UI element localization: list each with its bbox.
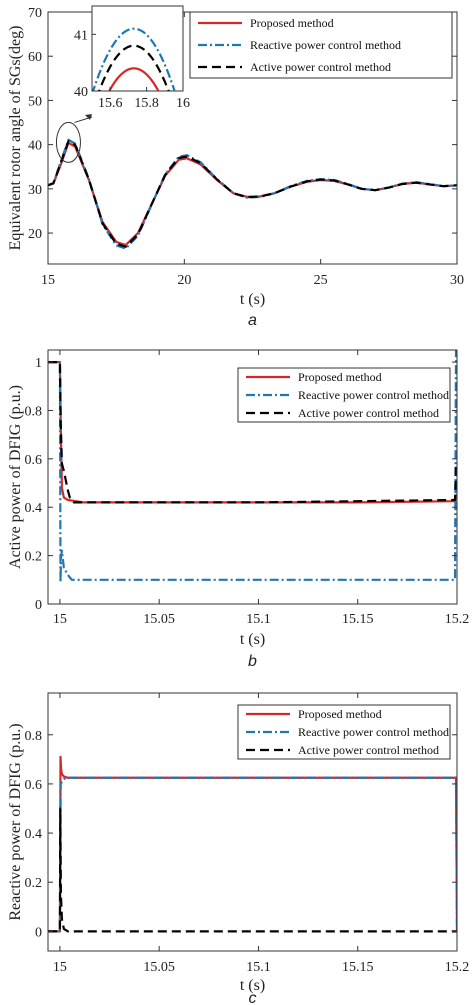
y-tick-label: 0.4 — [25, 501, 43, 516]
y-axis-label: Equivalent rotor angle of SGs(deg) — [7, 26, 24, 251]
series-line-active-power-control-method — [48, 807, 457, 933]
x-tick-label: 15.2 — [445, 612, 470, 627]
chart-panel-c: 15 15.05 15.1 15.15 15.2 0 0.2 0.4 0.6 0.8 t (s) Re… — [7, 692, 470, 1005]
legend-entry: Proposed method — [250, 16, 334, 30]
y-tick-label: 0.8 — [25, 404, 43, 419]
inset-x-tick-label: 15.6 — [98, 96, 123, 111]
x-axis-label: t (s) — [240, 631, 265, 648]
figure-caption: b — [248, 653, 257, 670]
legend-entry: Proposed method — [298, 707, 382, 721]
inset-series-line — [92, 27, 176, 91]
inset-frame — [91, 5, 184, 92]
legend-entry: Reactive power control method — [250, 38, 401, 52]
y-tick-label: 40 — [28, 139, 42, 154]
x-axis-label: t (s) — [240, 977, 265, 994]
x-tick-label: 25 — [314, 273, 328, 288]
series-line-proposed-method — [48, 755, 457, 933]
chart-panel-b: 15 15.05 15.1 15.15 15.2 0 0.2 0.4 0.6 0.8 1 t (s) A… — [7, 349, 470, 670]
x-tick-label: 15.1 — [246, 960, 271, 975]
inset-y-tick-label: 40 — [74, 85, 88, 100]
legend: Proposed method Reactive power control me… — [237, 704, 451, 760]
series-group — [48, 350, 457, 584]
inset-series-line — [97, 44, 170, 91]
y-tick-label: 20 — [28, 227, 42, 242]
y-tick-label: 0.8 — [25, 729, 43, 744]
x-tick-label: 15 — [41, 273, 55, 288]
y-tick-label: 0.2 — [25, 550, 43, 565]
y-tick-label: 0 — [35, 598, 42, 613]
x-tick-label: 15.2 — [445, 960, 470, 975]
x-tick-label: 15.15 — [342, 612, 374, 627]
figure-caption: a — [248, 312, 257, 329]
y-axis-label: Active power of DFIG (p.u.) — [7, 385, 24, 569]
legend: Proposed method Reactive power control me… — [189, 11, 453, 79]
x-axis-label: t (s) — [240, 291, 265, 308]
inset-zoom: 15.6 15.8 16 40 41 — [55, 5, 190, 163]
y-tick-label: 0.2 — [25, 876, 43, 891]
inset-x-tick-label: 16 — [176, 96, 190, 111]
x-tick-label: 15.15 — [342, 960, 374, 975]
legend-entry: Active power control method — [298, 406, 439, 420]
inset-x-tick-label: 15.8 — [134, 96, 159, 111]
legend-entry: Proposed method — [298, 370, 382, 384]
inset-y-tick-label: 41 — [74, 28, 88, 43]
y-tick-label: 0.6 — [25, 778, 43, 793]
zoom-ellipse — [55, 121, 81, 163]
legend: Proposed method Reactive power control me… — [237, 367, 451, 423]
y-tick-label: 60 — [28, 50, 42, 65]
x-tick-label: 15 — [53, 612, 67, 627]
y-tick-label: 30 — [28, 183, 42, 198]
axes-frame — [47, 692, 458, 952]
series-group — [48, 755, 457, 933]
figure-caption: c — [249, 990, 257, 1005]
legend-entry: Active power control method — [298, 743, 439, 757]
chart-panel-a: 15 20 25 30 20 30 40 50 60 70 t (s) Equivalent roto… — [7, 5, 464, 329]
y-tick-label: 0 — [35, 925, 42, 940]
y-tick-label: 70 — [28, 6, 42, 21]
series-line-active-power-control-method — [48, 361, 457, 504]
x-tick-label: 15.05 — [143, 612, 175, 627]
x-tick-label: 15 — [53, 960, 67, 975]
legend-entry: Reactive power control method — [298, 388, 449, 402]
y-tick-label: 0.4 — [25, 827, 43, 842]
y-tick-label: 0.6 — [25, 453, 43, 468]
series-line-proposed-method — [48, 141, 457, 247]
legend-entry: Active power control method — [250, 60, 391, 74]
x-tick-label: 30 — [450, 273, 464, 288]
x-tick-label: 20 — [177, 273, 191, 288]
y-tick-label: 50 — [28, 94, 42, 109]
x-tick-label: 15.1 — [246, 612, 271, 627]
series-line-reactive-power-control-method — [48, 350, 457, 584]
x-tick-label: 15.05 — [143, 960, 175, 975]
y-axis-label: Reactive power of DFIG (p.u.) — [7, 723, 24, 920]
legend-entry: Reactive power control method — [298, 725, 449, 739]
y-tick-label: 1 — [35, 356, 42, 371]
series-group — [48, 138, 457, 250]
axes-frame — [47, 349, 458, 605]
inset-lines — [92, 27, 176, 91]
series-line-reactive-power-control-method — [48, 776, 457, 933]
series-line-active-power-control-method — [48, 139, 457, 248]
zoom-arrow-head — [85, 114, 92, 120]
inset-series-line — [108, 67, 160, 91]
